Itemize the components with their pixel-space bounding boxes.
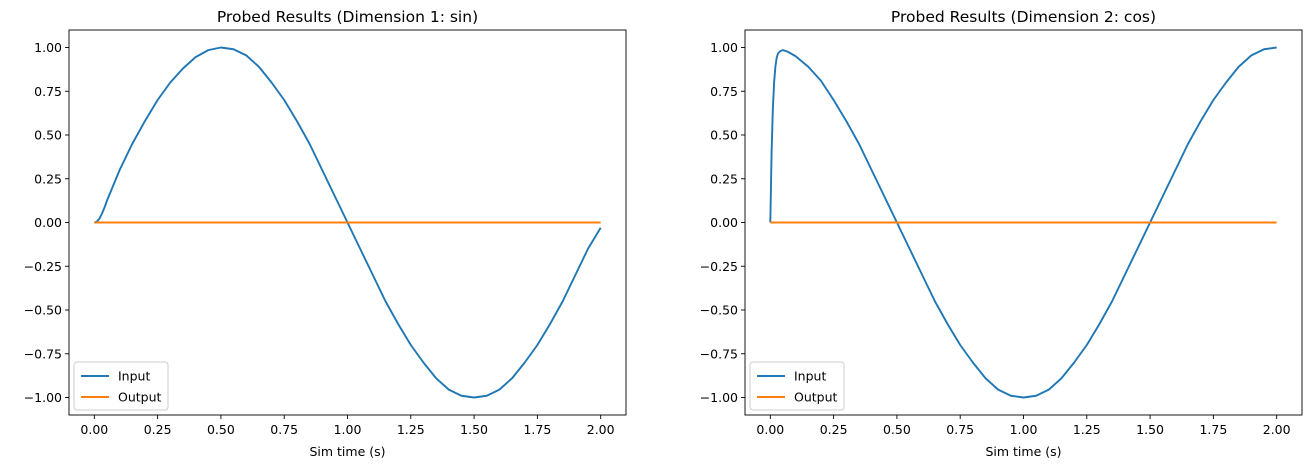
x-tick-label: 0.50 (883, 422, 911, 437)
x-tick-label: 1.50 (1136, 422, 1164, 437)
x-tick-label: 1.75 (1199, 422, 1227, 437)
y-tick-label: −0.75 (700, 346, 738, 361)
y-tick-label: 0.25 (710, 171, 738, 186)
y-tick-label: −1.00 (24, 390, 62, 405)
axes-frame (744, 29, 1303, 416)
y-tick-label: 0.75 (34, 84, 62, 99)
legend: Input Output (73, 361, 169, 411)
y-tick-label: 0.00 (34, 215, 62, 230)
x-axis-label: Sim time (s) (985, 444, 1061, 459)
legend: Input Output (749, 361, 845, 411)
legend-label-input: Input (118, 369, 150, 384)
legend-label-input: Input (794, 369, 826, 384)
x-tick-label: 0.00 (80, 422, 108, 437)
y-tick-label: 1.00 (710, 40, 738, 55)
x-tick-label: 0.75 (946, 422, 974, 437)
chart-title: Probed Results (Dimension 2: cos) (891, 8, 1156, 26)
axes-frame (68, 29, 627, 416)
y-tick-label: −0.50 (700, 303, 738, 318)
x-tick-label: 2.00 (1263, 422, 1291, 437)
chart-title: Probed Results (Dimension 1: sin) (217, 8, 478, 26)
y-tick-label: −0.75 (24, 346, 62, 361)
x-tick-label: 1.50 (460, 422, 488, 437)
y-tick-label: −0.25 (700, 259, 738, 274)
x-tick-label: 0.25 (820, 422, 848, 437)
legend-label-output: Output (794, 390, 838, 405)
y-tick-label: 0.25 (34, 171, 62, 186)
x-tick-label: 0.25 (144, 422, 172, 437)
x-tick-label: 2.00 (587, 422, 615, 437)
x-tick-label: 0.75 (270, 422, 298, 437)
legend-box (749, 361, 845, 411)
y-tick-label: 0.00 (710, 215, 738, 230)
x-tick-label: 1.25 (397, 422, 425, 437)
y-tick-label: −1.00 (700, 390, 738, 405)
x-tick-label: 0.00 (756, 422, 784, 437)
y-tick-label: −0.50 (24, 303, 62, 318)
chart-panel-1: Probed Results (Dimension 1: sin) 0.00 0.2… (24, 8, 627, 459)
y-tick-label: −0.25 (24, 259, 62, 274)
y-tick-label: 0.75 (710, 84, 738, 99)
y-tick-label: 0.50 (34, 128, 62, 143)
x-tick-label: 0.50 (207, 422, 235, 437)
x-tick-label: 1.25 (1073, 422, 1101, 437)
series-line-input (769, 46, 1277, 399)
x-tick-label: 1.00 (334, 422, 362, 437)
x-tick-label: 1.00 (1010, 422, 1038, 437)
y-tick-label: 0.50 (710, 128, 738, 143)
series-line-input (94, 46, 602, 399)
x-tick-label: 1.75 (523, 422, 551, 437)
chart-panel-2: Probed Results (Dimension 2: cos) 0.00 0.2… (700, 8, 1303, 459)
y-tick-label: 1.00 (34, 40, 62, 55)
legend-box (73, 361, 169, 411)
x-axis-label: Sim time (s) (309, 444, 385, 459)
legend-label-output: Output (118, 390, 162, 405)
